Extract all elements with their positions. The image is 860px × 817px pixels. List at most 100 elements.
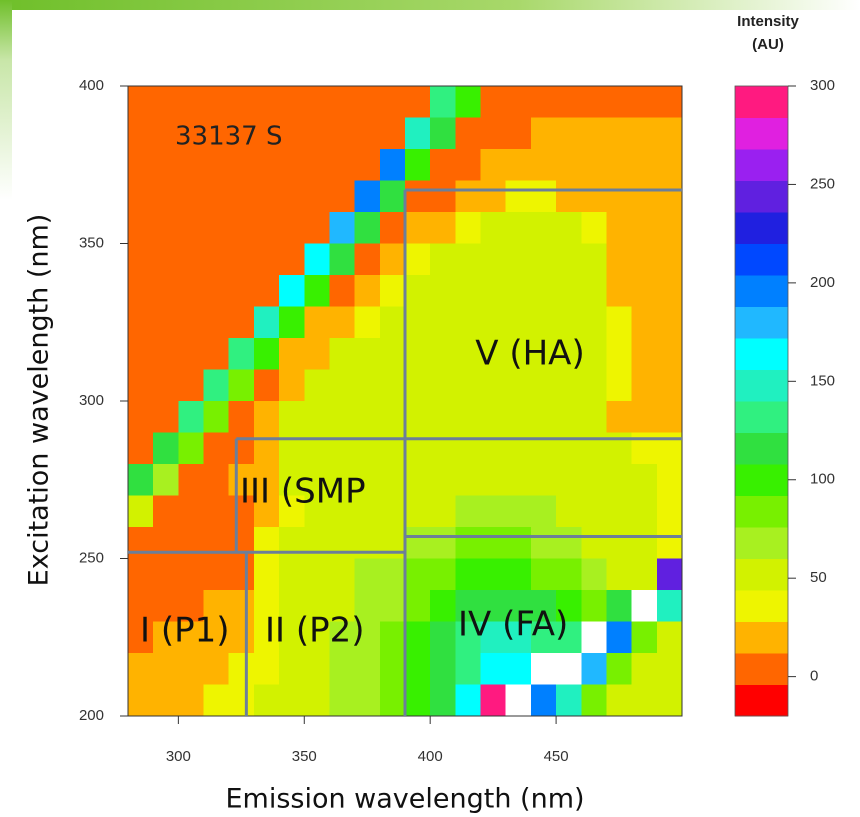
heatmap-cell [203, 338, 230, 370]
heatmap-cell [631, 117, 658, 150]
heatmap-cell [430, 149, 456, 181]
heatmap-cell [556, 212, 582, 244]
heatmap-cell [405, 212, 431, 244]
heatmap-cell [128, 212, 154, 244]
heatmap-cell [556, 243, 582, 276]
heatmap-cell [430, 212, 456, 244]
heatmap-cell [329, 149, 356, 181]
colorbar-tick-label: 150 [810, 372, 835, 389]
y-tick-label: 400 [79, 77, 104, 94]
heatmap-cell [556, 495, 582, 528]
heatmap-cell [304, 684, 330, 717]
heatmap-cell [656, 495, 683, 528]
heatmap-cell [606, 621, 633, 654]
heatmap-cell [379, 464, 406, 496]
heatmap-cell [606, 212, 633, 244]
heatmap-cell [354, 338, 381, 370]
heatmap-cell [656, 621, 683, 654]
heatmap-cell [379, 590, 406, 622]
heatmap-cell [405, 338, 431, 370]
heatmap-cell [329, 306, 356, 339]
heatmap-cell [430, 495, 456, 528]
heatmap-cell [581, 558, 607, 591]
heatmap-cell [203, 558, 230, 591]
heatmap-cell [203, 527, 230, 559]
heatmap-cell [253, 684, 280, 717]
y-tick-label: 350 [79, 234, 104, 251]
heatmap-cell [405, 464, 431, 496]
heatmap-cell [228, 653, 255, 685]
heatmap-cell [480, 558, 507, 591]
heatmap-cell [405, 558, 431, 591]
heatmap-cell [656, 590, 683, 622]
heatmap-cell [480, 464, 507, 496]
heatmap-cell [556, 149, 582, 181]
heatmap-cell [279, 369, 305, 402]
heatmap-cell [178, 180, 205, 213]
heatmap-cell [556, 590, 582, 622]
heatmap-cell [430, 653, 456, 685]
heatmap-cell [279, 401, 305, 433]
heatmap-cell [228, 495, 255, 528]
heatmap-cell [606, 117, 633, 150]
colorbar-band [735, 275, 788, 307]
heatmap-cell [279, 117, 305, 150]
heatmap-cell [178, 306, 205, 339]
heatmap-cell [354, 369, 381, 402]
heatmap-cell [530, 117, 557, 150]
heatmap-cell [505, 306, 532, 339]
heatmap-cell [178, 432, 205, 465]
heatmap-cell [556, 653, 582, 685]
heatmap-cell [556, 527, 582, 559]
heatmap-cell [203, 590, 230, 622]
heatmap-cell [480, 653, 507, 685]
heatmap-cell [354, 275, 381, 307]
heatmap-cell [505, 86, 532, 118]
heatmap-cell [631, 621, 658, 654]
heatmap-cell [631, 306, 658, 339]
heatmap-cell [153, 243, 179, 276]
heatmap-cell [606, 527, 633, 559]
heatmap-cell [656, 212, 683, 244]
heatmap-cell [279, 86, 305, 118]
heatmap-cell [178, 684, 205, 717]
heatmap-cell [128, 495, 154, 528]
heatmap-cell [178, 212, 205, 244]
heatmap-cell [228, 464, 255, 496]
heatmap-cell [228, 275, 255, 307]
colorbar-band [735, 684, 788, 717]
heatmap-cell [379, 338, 406, 370]
heatmap-cell [606, 338, 633, 370]
heatmap-cell [128, 243, 154, 276]
heatmap-cell [631, 527, 658, 559]
heatmap-cell [606, 243, 633, 276]
heatmap-cell [631, 275, 658, 307]
heatmap-cell [329, 684, 356, 717]
heatmap-cell [455, 149, 482, 181]
heatmap-cell [581, 464, 607, 496]
heatmap-cell [505, 212, 532, 244]
heatmap-cell [304, 306, 330, 339]
heatmap-cell [480, 621, 507, 654]
x-tick-label: 400 [418, 748, 443, 765]
heatmap-cell [405, 401, 431, 433]
heatmap-cell [128, 275, 154, 307]
heatmap-cell [455, 275, 482, 307]
heatmap-cell [279, 306, 305, 339]
heatmap-cell [329, 243, 356, 276]
heatmap-cell [430, 590, 456, 622]
heatmap-cell [405, 180, 431, 213]
heatmap-cell [530, 180, 557, 213]
heatmap-cell [480, 527, 507, 559]
heatmap-cell [581, 527, 607, 559]
heatmap-cell [253, 86, 280, 118]
heatmap-cell [556, 338, 582, 370]
heatmap-cell [530, 338, 557, 370]
colorbar-tick-label: 100 [810, 471, 835, 488]
heatmap-cell [304, 527, 330, 559]
heatmap-cell [656, 275, 683, 307]
heatmap-cell [631, 86, 658, 118]
heatmap-cell [228, 243, 255, 276]
heatmap-cell [606, 149, 633, 181]
